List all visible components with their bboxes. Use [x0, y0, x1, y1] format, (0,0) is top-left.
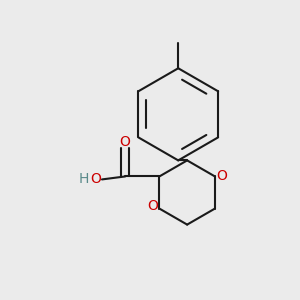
Text: O: O: [120, 135, 130, 149]
Text: O: O: [147, 199, 158, 213]
Text: H: H: [78, 172, 89, 186]
Text: O: O: [216, 169, 227, 184]
Text: O: O: [91, 172, 101, 186]
